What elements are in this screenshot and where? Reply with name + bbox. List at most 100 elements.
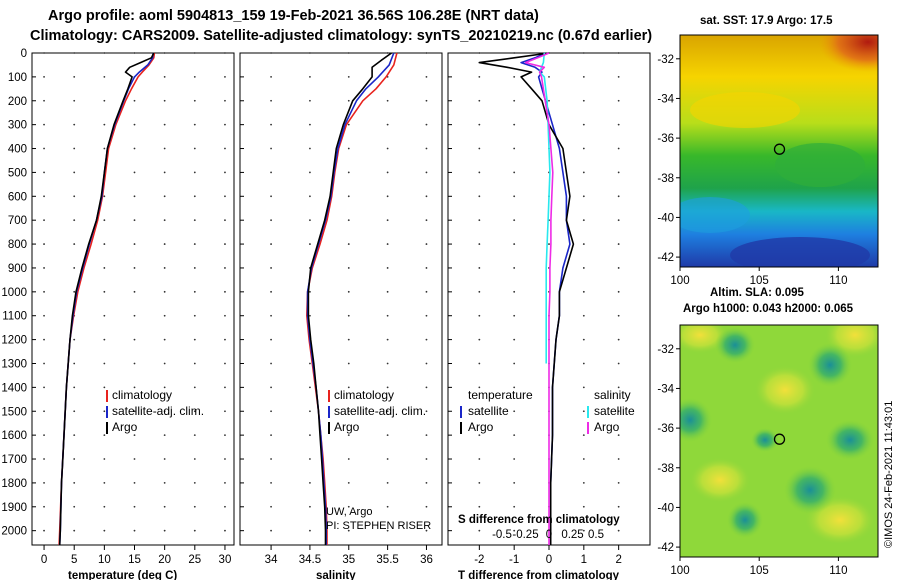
grid-dot: [103, 386, 106, 389]
grid-dot: [103, 314, 106, 317]
grid-dot: [478, 243, 481, 245]
salinity-panel: 34 34.5 35 35.5 36 salinity climatology sate…: [239, 52, 443, 580]
grid-dot: [73, 123, 76, 126]
grid-dot: [133, 482, 136, 484]
depth-tick-label: 1300: [1, 358, 27, 370]
grid-dot: [73, 458, 76, 460]
grid-dot: [224, 267, 226, 269]
series-line-argo: [58, 52, 155, 546]
grid-dot: [425, 195, 428, 198]
grid-dot: [224, 314, 226, 317]
depth-tick-label: 0: [21, 48, 27, 60]
sla-map-ticks: 100 105 110 -32 -34 -36 -38 -40 -42: [657, 344, 847, 577]
difference-xticks: -2 -1 0 1 2: [474, 545, 622, 566]
difference-s-label: S difference from climatology: [458, 514, 620, 526]
grid-dot: [347, 267, 350, 269]
grid-dot: [270, 243, 272, 245]
grid-dot: [617, 75, 620, 78]
grid-dot: [163, 434, 166, 437]
grid-dot: [43, 219, 45, 222]
grid-dot: [43, 243, 45, 245]
salinity-panel-frame: [239, 52, 443, 546]
grid-dot: [163, 505, 166, 508]
grid-dot: [478, 362, 481, 365]
grid-dot: [617, 338, 620, 341]
grid-dot: [386, 505, 389, 508]
map-y-tick-label: -32: [657, 54, 674, 66]
sla-low-7: [751, 428, 779, 452]
grid-dot: [425, 243, 428, 245]
map-y-tick-label: -42: [657, 252, 674, 264]
grid-dot: [43, 99, 45, 102]
grid-dot: [548, 75, 550, 78]
grid-dot: [513, 386, 516, 389]
grid-dot: [309, 482, 311, 484]
grid-dot: [386, 386, 389, 389]
grid-dot: [309, 505, 311, 508]
legend-label-sal-argo: Argo: [594, 420, 620, 434]
map-x-tick-label: 105: [750, 275, 769, 287]
grid-dot: [617, 52, 620, 54]
grid-dot: [224, 482, 226, 484]
grid-dot: [193, 99, 196, 102]
sla-low-1: [715, 327, 755, 363]
grid-dot: [224, 386, 226, 389]
grid-dot: [270, 219, 272, 222]
grid-dot: [617, 529, 620, 532]
grid-dot: [513, 99, 516, 102]
grid-dot: [193, 243, 196, 245]
grid-dot: [513, 147, 516, 150]
grid-dot: [617, 482, 620, 484]
map-y-tick-label: -36: [657, 423, 674, 435]
grid-dot: [103, 243, 106, 245]
grid-dot: [347, 386, 350, 389]
grid-dot: [347, 171, 350, 174]
depth-tick-label: 500: [8, 167, 27, 179]
temperature-panel: 0 5 10 15 20 25 30 temperature (deg C) climato…: [31, 52, 235, 580]
grid-dot: [617, 171, 620, 174]
grid-dot: [163, 267, 166, 269]
sla-high-3: [755, 366, 815, 414]
grid-dot: [347, 362, 350, 365]
grid-dot: [43, 290, 45, 293]
grid-dot: [73, 171, 76, 174]
grid-dot: [163, 458, 166, 460]
sst-cool-band: [680, 197, 750, 233]
grid-dot: [103, 529, 106, 532]
grid-dot: [163, 362, 166, 365]
grid-dot: [309, 219, 311, 222]
depth-tick-label: 300: [8, 120, 27, 132]
grid-dot: [270, 434, 272, 437]
grid-dot: [133, 529, 136, 532]
grid-dot: [347, 529, 350, 532]
grid-dot: [347, 195, 350, 198]
grid-dot: [270, 195, 272, 198]
grid-dot: [617, 147, 620, 150]
grid-dot: [478, 52, 481, 54]
map-x-tick-label: 110: [829, 565, 847, 577]
grid-dot: [270, 338, 272, 341]
legend-label-sal-satellite: satellite: [594, 404, 635, 418]
depth-tick-label: 1800: [1, 478, 27, 490]
grid-dot: [133, 147, 136, 150]
grid-dot: [224, 505, 226, 508]
grid-dot: [582, 482, 585, 484]
series-line-satellite-adj-clim-: [58, 52, 154, 546]
salinity-xticks: 34 34.5 35 35.5 36: [265, 545, 433, 566]
grid-dot: [513, 458, 516, 460]
grid-dot: [617, 290, 620, 293]
grid-dot: [103, 434, 106, 437]
grid-dot: [270, 290, 272, 293]
grid-dot: [425, 338, 428, 341]
grid-dot: [193, 386, 196, 389]
grid-dot: [73, 386, 76, 389]
sla-argo-marker: [773, 433, 786, 445]
grid-dot: [617, 243, 620, 245]
grid-dot: [309, 195, 311, 198]
grid-dot: [513, 52, 516, 54]
legend-label-satellite-adj: satellite-adj. clim.: [334, 404, 426, 418]
grid-dot: [425, 529, 428, 532]
grid-dot: [193, 505, 196, 508]
grid-dot: [103, 338, 106, 341]
grid-dot: [103, 458, 106, 460]
